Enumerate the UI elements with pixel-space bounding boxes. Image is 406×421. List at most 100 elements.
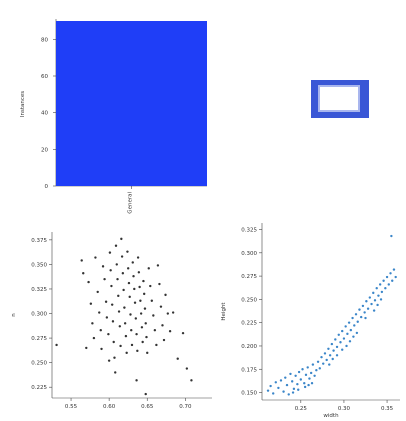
scatter-right-point [394, 275, 397, 279]
scatter-left-point [127, 281, 131, 285]
scatter-right-point [297, 370, 301, 374]
scatter-left-y-tick-label: 0.300 [31, 312, 47, 318]
scatter-left-point [112, 340, 115, 344]
bar-y-tick-label: 60 [41, 74, 48, 80]
scatter-right-point [335, 354, 339, 357]
bar-y-tick-label: 20 [41, 147, 48, 153]
scatter-right-point [364, 316, 367, 320]
scatter-right-point [322, 362, 325, 365]
scatter-right-point [303, 382, 306, 385]
scatter-left-point [152, 314, 155, 317]
scatter-right-point [328, 363, 331, 366]
scatter-right-point [391, 279, 394, 282]
scatter-right-point [337, 333, 340, 336]
scatter-left-point [110, 303, 114, 306]
scatter-right-y-tick-label: 0.150 [241, 391, 257, 397]
scatter-left-point [117, 294, 120, 298]
scatter-right-point [375, 287, 378, 290]
scatter-right-point [359, 315, 363, 319]
scatter-right-point [328, 354, 332, 357]
scatter-left-point [116, 277, 119, 281]
bar-y-axis-label: Instances [20, 91, 26, 117]
bar-y-tick-label: 40 [41, 111, 48, 117]
scatter-right-point [382, 279, 385, 282]
scatter-left-point [133, 287, 136, 291]
scatter-right-point [289, 372, 292, 376]
scatter-left-x-tick-label: 0.65 [141, 404, 154, 410]
scatter-left-point [147, 267, 150, 270]
scatter-right-point [296, 382, 299, 386]
scatter-left-point [138, 285, 141, 289]
scatter-right-point [341, 348, 344, 351]
scatter-right-point [310, 382, 314, 385]
scatter-right-y-tick-label: 0.225 [241, 321, 257, 327]
scatter-left-point [89, 302, 93, 305]
scatter-right-point [292, 387, 296, 391]
scatter-left-point [153, 329, 157, 332]
scatter-left-point [87, 280, 90, 284]
scatter-left-point [123, 322, 127, 325]
scatter-left-point [139, 299, 142, 302]
scatter-left-y-tick-label: 0.350 [31, 262, 47, 268]
scatter-left-point [119, 344, 122, 348]
scatter-left-point [123, 306, 126, 309]
scatter-left-point [111, 320, 115, 323]
scatter-left-point [130, 329, 133, 332]
scatter-right-point [354, 313, 358, 316]
scatter-left-point [171, 311, 175, 314]
scatter-right-point [376, 303, 379, 307]
scatter-left-point [94, 256, 97, 259]
scatter-right-point [370, 302, 373, 306]
scatter-left-point [122, 288, 125, 292]
scatter-left-point [120, 237, 123, 241]
scatter-left-point [131, 261, 134, 264]
scatter-right-point [309, 371, 313, 375]
scatter-right-point [389, 272, 392, 275]
scatter-left-point [107, 359, 111, 362]
legend-inner-fill [320, 87, 358, 110]
scatter-left-point [55, 343, 58, 347]
scatter-right-point [285, 383, 289, 387]
scatter-right-y-axis-label: Height [221, 302, 227, 321]
scatter-right-panel: 0.150 0.175 0.200 0.225 0.250 0.275 0.300 0.325… [221, 223, 400, 419]
scatter-right-x-axis-label: width [323, 413, 339, 419]
scatter-right-point [291, 391, 295, 394]
scatter-left-point [118, 325, 122, 328]
scatter-left-point [107, 332, 110, 336]
scatter-right-point [327, 347, 330, 350]
scatter-left-point [113, 356, 116, 359]
scatter-left-point [142, 279, 145, 283]
scatter-right-point [304, 373, 308, 377]
scatter-right-point [282, 390, 285, 393]
scatter-right-point [372, 309, 376, 312]
scatter-left-point [124, 334, 128, 338]
scatter-right-point [351, 316, 354, 320]
scatter-left-point [99, 329, 102, 332]
scatter-right-point [266, 389, 270, 392]
scatter-right-point [345, 344, 348, 348]
bar-y-tick-label: 0 [45, 184, 49, 190]
scatter-left-point [155, 343, 158, 347]
scatter-right-point [316, 360, 320, 364]
scatter-right-point [284, 376, 287, 379]
scatter-left-point [144, 322, 147, 325]
scatter-right-point [308, 377, 311, 380]
scatter-right-point [323, 352, 327, 355]
scatter-right-point [335, 345, 339, 349]
scatter-right-point [307, 383, 310, 387]
scatter-left-y-tick-label: 0.375 [31, 238, 47, 244]
scatter-right-point [301, 368, 304, 371]
scatter-left-point [115, 263, 118, 266]
scatter-right-point [294, 374, 297, 377]
scatter-right-point [363, 311, 366, 314]
scatter-left-point [190, 379, 193, 382]
scatter-left-y-tick-label: 0.275 [31, 336, 47, 342]
scatter-right-point [361, 304, 365, 308]
scatter-right-point [366, 307, 370, 310]
scatter-right-point [372, 291, 375, 295]
scatter-left-point [110, 284, 113, 288]
scatter-right-point [352, 335, 355, 338]
scatter-right-point [349, 328, 353, 332]
scatter-left-point [82, 272, 85, 275]
scatter-left-x-tick-label: 0.70 [179, 404, 192, 410]
